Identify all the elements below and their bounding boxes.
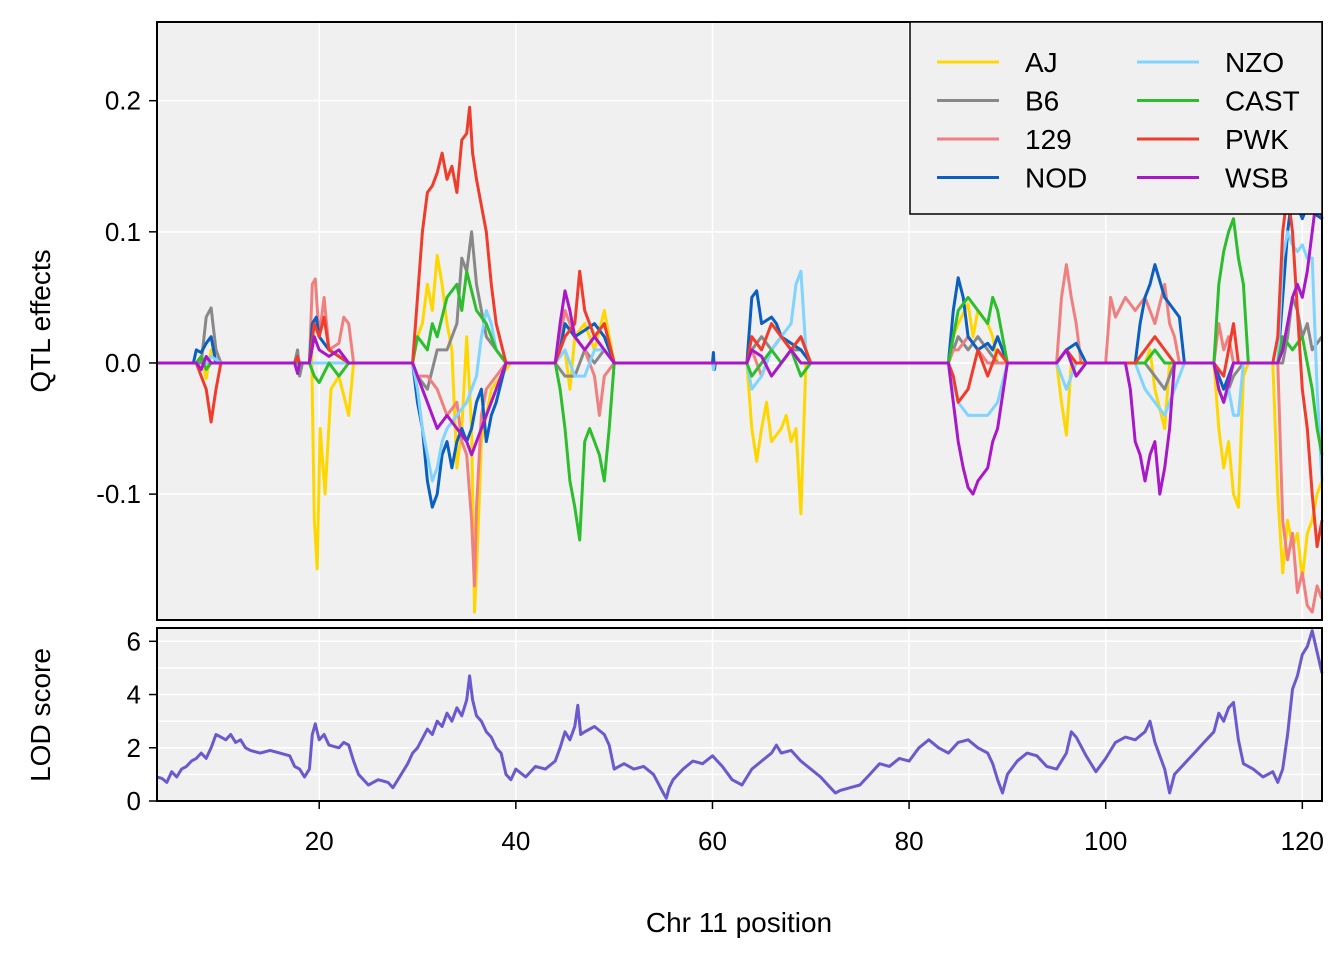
x-tick-label: 100 bbox=[1084, 826, 1127, 856]
y-tick-label: -0.1 bbox=[96, 479, 141, 509]
legend-label-aj: AJ bbox=[1025, 47, 1058, 78]
effects-series-group bbox=[157, 105, 1324, 614]
legend-label-nzo: NZO bbox=[1225, 47, 1284, 78]
effects-plot-frame bbox=[156, 21, 1323, 621]
y-tick-label: 0.2 bbox=[105, 86, 141, 116]
lod-y-axis-label: LOD score bbox=[25, 648, 56, 782]
lod-plot-background bbox=[157, 628, 1322, 801]
x-tick-label: 60 bbox=[698, 826, 727, 856]
legend-label-nod: NOD bbox=[1025, 163, 1087, 194]
series-line-wsb bbox=[157, 191, 1324, 496]
x-tick-label: 80 bbox=[895, 826, 924, 856]
legend-label-wsb: WSB bbox=[1225, 163, 1289, 194]
legend: AJ B6 129 NOD NZO CAST PWK WSB bbox=[909, 21, 1323, 215]
legend-label-129: 129 bbox=[1025, 124, 1072, 155]
y-tick-label: 0.1 bbox=[105, 217, 141, 247]
y-tick-label: 0 bbox=[127, 786, 141, 816]
legend-box bbox=[909, 21, 1323, 215]
x-tick-label: 20 bbox=[305, 826, 334, 856]
lod-series-group bbox=[156, 629, 1324, 800]
x-tick-label: 120 bbox=[1281, 826, 1324, 856]
legend-items: AJ B6 129 NOD NZO CAST PWK WSB bbox=[937, 47, 1300, 194]
lod-y-axis: 0 2 4 6 bbox=[127, 626, 157, 816]
effects-y-axis: -0.1 0.0 0.1 0.2 bbox=[96, 86, 157, 509]
x-tick-label: 40 bbox=[501, 826, 530, 856]
series-line-lod bbox=[156, 629, 1324, 800]
effects-y-axis-label: QTL effects bbox=[25, 249, 56, 392]
y-tick-label: 4 bbox=[127, 680, 141, 710]
lod-panel: 0 2 4 6 LOD score bbox=[25, 626, 1324, 816]
y-tick-label: 6 bbox=[127, 626, 141, 656]
series-line-nzo bbox=[157, 230, 1324, 483]
x-axis-label: Chr 11 position bbox=[646, 907, 832, 938]
series-line-cast bbox=[157, 217, 1324, 542]
lod-plot-frame bbox=[156, 627, 1323, 802]
y-tick-label: 0.0 bbox=[105, 348, 141, 378]
y-tick-label: 2 bbox=[127, 733, 141, 763]
x-axis: 20 40 60 80 100 120 bbox=[305, 801, 1324, 856]
legend-label-pwk: PWK bbox=[1225, 124, 1289, 155]
legend-label-cast: CAST bbox=[1225, 86, 1300, 117]
legend-label-b6: B6 bbox=[1025, 86, 1059, 117]
